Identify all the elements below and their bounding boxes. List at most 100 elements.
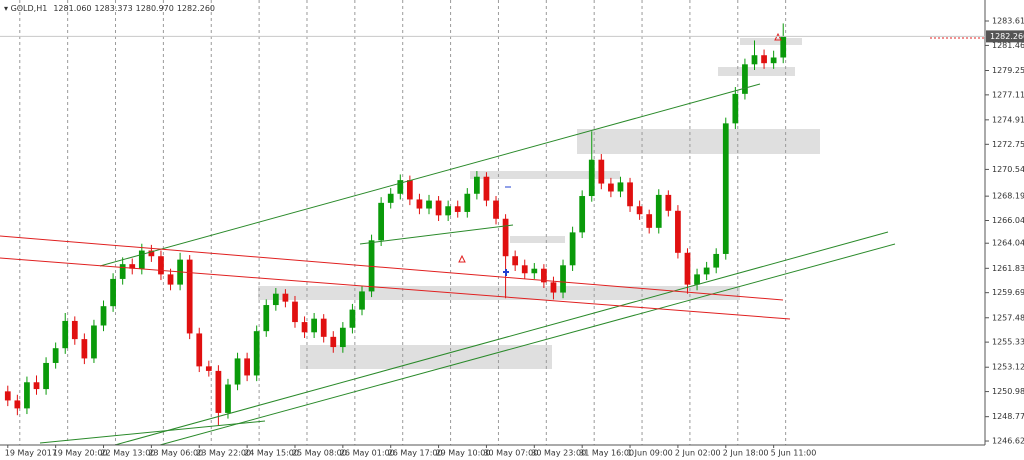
candle-body [167, 274, 174, 285]
y-tick-label: 1283.615 [992, 16, 1024, 25]
candle-body [292, 301, 298, 323]
candle-body [541, 268, 547, 283]
candle-body [732, 93, 739, 124]
x-tick-label: 31 May 16:00 [579, 449, 634, 458]
x-tick-label: 22 May 13:00 [101, 449, 156, 458]
candle-body [24, 382, 30, 409]
candle-body [598, 159, 605, 184]
zone [258, 286, 740, 300]
y-tick-label: 1268.190 [992, 192, 1024, 201]
symbol: GOLD,H1 [11, 4, 48, 13]
candle-body [52, 348, 59, 363]
y-tick-label: 1257.480 [992, 313, 1024, 322]
candle-body [158, 256, 164, 275]
price-label: 1282.260 [990, 32, 1024, 41]
candle-body [301, 322, 308, 333]
candle-body [502, 218, 509, 257]
candle-body [761, 55, 767, 64]
candle-body [426, 200, 432, 209]
y-tick-label: 1264.045 [992, 239, 1024, 248]
x-tick-label: 23 May 06:00 [148, 449, 203, 458]
y-tick-label: 1277.110 [992, 90, 1024, 99]
x-tick-label: 19 May 2017 [5, 449, 57, 458]
candle-body [311, 318, 317, 333]
candle-body [282, 293, 289, 302]
candle-body [244, 358, 250, 376]
zone [470, 171, 620, 179]
y-tick-label: 1266.045 [992, 216, 1024, 225]
candle-body [694, 274, 700, 285]
price-label-bg [986, 30, 1024, 43]
candle-body [464, 193, 471, 212]
candle-body [713, 253, 720, 268]
y-tick-label: 1259.690 [992, 288, 1024, 297]
candle-body [387, 193, 394, 203]
menu-caret[interactable]: ▾ [4, 4, 11, 13]
candle-body [186, 259, 193, 334]
drawings [258, 38, 820, 369]
trend-line [359, 224, 514, 245]
candle-body [579, 196, 586, 233]
candle-body [550, 282, 557, 293]
candle-body [215, 370, 222, 413]
y-tick-label: 1248.770 [992, 412, 1024, 421]
x-tick-label: 26 May 17:00 [388, 449, 443, 458]
candle-body [196, 333, 203, 367]
candle-body [722, 123, 729, 254]
y-tick-label: 1261.835 [992, 264, 1024, 273]
candle-body [636, 206, 643, 215]
candle-body [119, 264, 126, 279]
candle-body [569, 232, 576, 266]
x-tick-label: 2 Jun 18:00 [723, 449, 769, 458]
candle-body [225, 384, 231, 413]
candle-body [263, 305, 270, 332]
candle-body [493, 200, 499, 219]
axis-labels: 1283.615 1281.465 1279.255 1277.110 1274.910… [0, 16, 1024, 458]
trend-line [0, 257, 791, 320]
candle-body [349, 309, 356, 328]
y-tick-label: 1250.980 [992, 387, 1024, 396]
symbol-label: ▾ GOLD,H1 1281.060 1283.373 1280.970 1282.26… [4, 4, 215, 13]
candle-body [474, 176, 480, 194]
candles [4, 23, 787, 426]
candle-body [33, 382, 40, 390]
candle-body [320, 318, 327, 337]
candle-body [560, 265, 566, 293]
x-tick-label: 30 May 23:00 [531, 449, 586, 458]
candle-body [751, 55, 758, 65]
x-tick-label: 2 Jun 02:00 [675, 449, 721, 458]
y-tick-label: 1253.125 [992, 363, 1024, 372]
y-tick-label: 1246.625 [992, 437, 1024, 446]
x-tick-label: 5 Jun 11:00 [771, 449, 817, 458]
candle-body [521, 265, 528, 274]
candle-body [62, 320, 69, 349]
x-tick-label: 19 May 20:00 [53, 449, 108, 458]
x-tick-label: 26 May 01:00 [340, 449, 395, 458]
y-tick-label: 1255.335 [992, 338, 1024, 347]
arrow-marker [458, 254, 466, 263]
x-tick-label: 30 May 07:00 [483, 449, 538, 458]
x-tick-label: 29 May 10:00 [436, 449, 491, 458]
trend-line [39, 420, 266, 444]
x-tick-label: 25 May 08:00 [292, 449, 347, 458]
candle-body [253, 331, 260, 376]
candle-body [646, 214, 653, 228]
candle-body [339, 327, 346, 348]
candle-body [531, 268, 538, 274]
open: 1281.060 [53, 4, 91, 13]
trend-line [0, 235, 784, 301]
y-tick-label: 1272.755 [992, 140, 1024, 149]
zone [740, 38, 802, 45]
candle-body [14, 400, 21, 409]
candle-body [272, 293, 279, 306]
close: 1282.260 [177, 4, 215, 13]
candle-body [742, 64, 748, 94]
y-tick-label: 1281.465 [992, 41, 1024, 50]
candle-body [684, 252, 691, 285]
candle-body [416, 199, 423, 209]
low: 1280.970 [136, 4, 174, 13]
candle-body [91, 325, 97, 359]
candle-body [435, 200, 442, 216]
